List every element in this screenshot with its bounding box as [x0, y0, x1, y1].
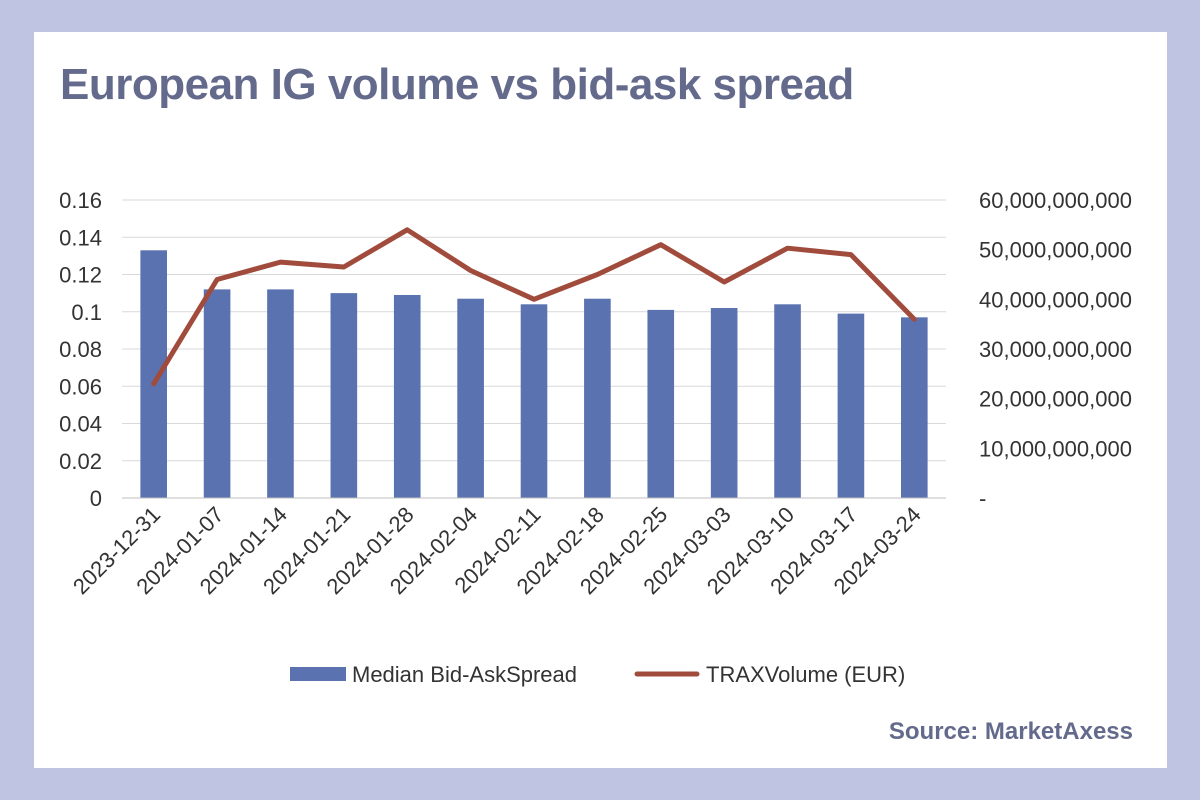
line-series [151, 227, 917, 387]
y-axis-right: - 10,000,000,000 20,000,000,000 30,000,000,… [979, 188, 1132, 511]
y-right-tick-label: - [979, 486, 986, 511]
y-left-tick-label: 0.02 [59, 449, 102, 474]
y-left-tick-label: 0.06 [59, 374, 102, 399]
y-right-tick-label: 40,000,000,000 [979, 287, 1132, 312]
bar [330, 293, 358, 498]
legend-label-spread: Median Bid-AskSpread [352, 662, 577, 687]
y-left-tick-label: 0.08 [59, 337, 102, 362]
legend-label-volume: TRAXVolume (EUR) [706, 662, 905, 687]
bar [267, 289, 294, 498]
y-left-tick-label: 0.04 [59, 412, 102, 437]
x-axis: 2023-12-312024-01-072024-01-142024-01-21… [68, 497, 946, 599]
y-left-tick-label: 0.1 [71, 300, 102, 325]
y-right-tick-label: 50,000,000,000 [979, 238, 1132, 263]
y-right-tick-label: 30,000,000,000 [979, 337, 1132, 362]
y-axis-left: 0 0.02 0.04 0.06 0.08 0.1 0.12 0.14 0.16 [59, 188, 102, 511]
legend: Median Bid-AskSpread TRAXVolume (EUR) [290, 662, 905, 687]
bar [140, 250, 168, 498]
chart-title: European IG volume vs bid-ask spread [60, 60, 854, 109]
bar [710, 308, 738, 498]
y-left-tick-label: 0.16 [59, 188, 102, 213]
y-left-tick-label: 0 [90, 486, 102, 511]
y-right-tick-label: 20,000,000,000 [979, 387, 1132, 412]
y-left-tick-label: 0.14 [59, 225, 102, 250]
y-right-tick-label: 60,000,000,000 [979, 188, 1132, 213]
bar [203, 289, 231, 498]
bar-series [140, 250, 928, 498]
bar [774, 304, 801, 498]
source-note: Source: MarketAxess [888, 718, 1133, 745]
chart-card: European IG volume vs bid-ask spread 0 0.… [34, 32, 1167, 768]
bar [393, 294, 421, 498]
y-right-tick-label: 10,000,000,000 [979, 436, 1132, 461]
bar [837, 313, 865, 498]
bar [647, 309, 675, 498]
volume-line [151, 227, 917, 387]
bar [900, 317, 928, 498]
bar [584, 298, 611, 498]
legend-swatch-spread [290, 667, 346, 681]
y-left-tick-label: 0.12 [59, 263, 102, 288]
combo-chart: 0 0.02 0.04 0.06 0.08 0.1 0.12 0.14 0.16 - 10,000… [59, 188, 1132, 687]
bar [520, 304, 548, 498]
bar [457, 298, 484, 498]
